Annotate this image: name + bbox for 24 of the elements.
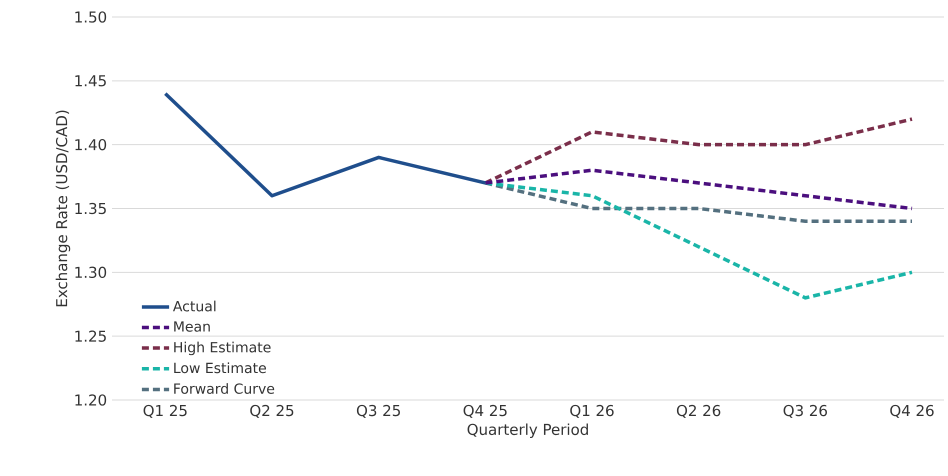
y-axis-title: Exchange Rate (USD/CAD): [56, 110, 70, 306]
legend-label: High Estimate: [174, 342, 271, 356]
x-tick-label: Q2 26: [676, 404, 720, 418]
x-tick-label: Q1 26: [570, 404, 614, 418]
legend-label: Actual: [172, 300, 216, 312]
x-tick-label: Q4 25: [464, 404, 507, 418]
legend-label: Forward Curve: [174, 383, 274, 394]
x-tick-label: Q2 25: [250, 404, 294, 418]
x-axis-title: Quarterly Period: [468, 423, 588, 438]
y-tick-label: 1.35: [75, 202, 106, 214]
y-tick-label: 1.40: [75, 138, 106, 150]
y-tick-label: 1.20: [75, 394, 106, 406]
y-tick-label: 1.30: [75, 266, 106, 278]
y-tick-label: 1.25: [75, 330, 106, 342]
x-tick-label: Q4 26: [890, 404, 934, 418]
line-series: [484, 181, 914, 300]
x-tick-label: Q1 25: [144, 404, 187, 418]
legend-label: Low Estimate: [174, 362, 266, 374]
legend-label: Mean: [174, 321, 210, 332]
y-tick-label: 1.50: [75, 11, 106, 23]
x-tick-label: Q3 25: [356, 404, 400, 418]
y-tick-label: 1.45: [75, 75, 106, 86]
line-series: [164, 92, 488, 198]
x-tick-label: Q3 26: [784, 404, 827, 418]
